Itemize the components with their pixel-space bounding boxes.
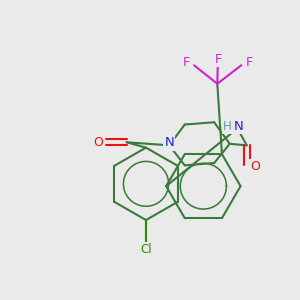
Text: Cl: Cl xyxy=(140,243,152,256)
Text: N: N xyxy=(165,136,174,149)
Text: O: O xyxy=(250,160,260,172)
Text: F: F xyxy=(183,56,190,69)
Text: N: N xyxy=(164,136,174,149)
Text: H: H xyxy=(223,120,232,134)
Text: F: F xyxy=(245,56,253,69)
Text: N: N xyxy=(234,120,244,134)
Text: F: F xyxy=(214,53,222,66)
Text: O: O xyxy=(93,136,103,149)
